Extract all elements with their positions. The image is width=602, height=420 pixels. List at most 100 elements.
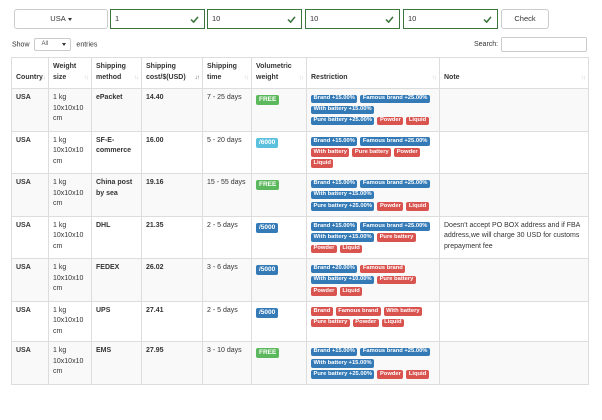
time-cell: 3 - 6 days	[202, 258, 252, 302]
sort-icon: ↑↓	[40, 73, 46, 81]
country-cell: USA	[11, 300, 49, 343]
restriction-cell: Brand +15.00% Famous brand +25.00% With …	[306, 215, 440, 260]
volumetric-badge: /5000	[256, 222, 279, 233]
method-cell: FEDEX	[91, 258, 142, 302]
search-label: Search:	[474, 41, 499, 48]
cost-cell: 19.16	[141, 173, 203, 217]
volumetric-cell: /5000	[251, 215, 307, 260]
volumetric-cell: FREE	[251, 88, 307, 132]
note-cell	[439, 258, 589, 302]
entries-select-value: All	[41, 41, 49, 47]
cost-cell: 27.95	[141, 341, 203, 385]
weight-cell: 1 kg 10x10x10 cm	[48, 300, 92, 343]
time-cell: 15 - 55 days	[202, 173, 252, 217]
column-header-label: Shipping method	[96, 63, 126, 81]
restriction-badge: Powder	[377, 116, 404, 126]
volumetric-badge: FREE	[256, 180, 280, 191]
sort-icon: ↓↑	[194, 73, 200, 81]
restriction-badge: Pure battery	[311, 318, 350, 327]
note-cell	[439, 88, 589, 132]
country-cell: USA	[11, 341, 49, 385]
restriction-badge: Liquid	[311, 159, 334, 168]
length-input[interactable]: 10	[207, 9, 302, 29]
header-row: Country ↑↓ Weight size ↑↓ Shipping method ↑↓ S…	[11, 57, 589, 89]
restriction-cell: Brand +15.00% Famous brand +25.00% With …	[306, 88, 440, 132]
weight-cell: 1 kg 10x10x10 cm	[48, 130, 92, 175]
sort-icon: ↑↓	[83, 73, 89, 81]
country-cell: USA	[11, 130, 49, 175]
table-row: USA 1 kg 10x10x10 cm China post by sea 19.1…	[11, 173, 589, 217]
restriction-cell: Brand +20.00% Famous brand With battery …	[306, 258, 440, 302]
column-header[interactable]: Shipping cost/$(USD) ↓↑	[141, 57, 203, 89]
restriction-badge: With battery +10.00%	[311, 275, 375, 285]
volumetric-cell: /6000	[251, 130, 307, 175]
table-row: USA 1 kg 10x10x10 cm ePacket 14.40 7 - 25 da…	[11, 88, 589, 132]
column-header[interactable]: Country ↑↓	[11, 57, 49, 89]
restriction-badge: Powder	[311, 287, 337, 296]
country-cell: USA	[11, 88, 49, 132]
restriction-badge: Pure battery +25.00%	[311, 202, 375, 211]
column-header[interactable]: Restriction ↑↓	[306, 57, 440, 89]
table-body: USA 1 kg 10x10x10 cm ePacket 14.40 7 - 25 da…	[11, 88, 589, 385]
show-label: Show	[12, 41, 30, 49]
restriction-badge: Powder	[352, 318, 379, 327]
column-header[interactable]: Volumetric weight ↑↓	[251, 57, 307, 89]
column-header-label: Country	[16, 73, 43, 81]
restriction-badge: Powder	[394, 148, 421, 157]
height-value: 10	[408, 14, 417, 23]
weight-input[interactable]: 1	[110, 9, 205, 29]
sort-icon: ↑↓	[243, 73, 249, 81]
column-header-label: Weight size	[53, 63, 77, 81]
restriction-badge: Famous brand +25.00%	[360, 179, 430, 189]
method-cell: DHL	[91, 215, 142, 260]
caret-down-icon	[67, 17, 72, 21]
table-row: USA 1 kg 10x10x10 cm UPS 27.41 2 - 5 days/50…	[11, 300, 589, 343]
entries-select[interactable]: All	[34, 38, 72, 51]
restriction-badge: With battery +15.00%	[311, 190, 375, 200]
cost-cell: 21.35	[141, 215, 203, 260]
volumetric-cell: FREE	[251, 173, 307, 217]
check-icon	[287, 16, 296, 23]
width-input[interactable]: 10	[305, 9, 400, 29]
restriction-badge: Liquid	[339, 244, 363, 254]
height-input[interactable]: 10	[403, 9, 498, 29]
restriction-badge: Brand +20.00%	[311, 264, 358, 274]
restriction-badge: Brand +15.00%	[311, 94, 358, 103]
method-cell: China post by sea	[91, 173, 142, 217]
column-header-label: Shipping time	[207, 63, 237, 81]
search-control: Search:	[474, 37, 587, 52]
column-header[interactable]: Shipping method ↑↓	[91, 57, 142, 89]
check-icon	[190, 16, 199, 23]
volumetric-cell: FREE	[251, 341, 307, 385]
column-header[interactable]: Shipping time ↑↓	[202, 57, 252, 89]
weight-value: 1	[115, 14, 120, 23]
column-header-label: Shipping cost/$(USD)	[146, 63, 186, 81]
country-cell: USA	[11, 258, 49, 302]
volumetric-cell: /5000	[251, 300, 307, 343]
weight-cell: 1 kg 10x10x10 cm	[48, 88, 92, 132]
table-row: USA 1 kg 10x10x10 cm EMS 27.95 3 - 10 days FR…	[11, 341, 589, 385]
note-cell: Doesn't accept PO BOX address and if FBA…	[439, 215, 589, 260]
column-header[interactable]: Note ↑↓	[439, 57, 589, 89]
country-dropdown[interactable]: USA	[14, 9, 108, 29]
restriction-badge: With battery +15.00%	[311, 233, 375, 242]
method-cell: EMS	[91, 341, 142, 385]
restriction-badge: Famous brand +25.00%	[360, 137, 430, 146]
sort-icon: ↑↓	[133, 73, 139, 81]
restriction-badge: Liquid	[339, 287, 363, 296]
method-cell: SF-E-commerce	[91, 130, 142, 175]
shipping-table: Country ↑↓ Weight size ↑↓ Shipping method ↑↓ S…	[11, 57, 589, 385]
search-input[interactable]	[501, 37, 587, 52]
weight-cell: 1 kg 10x10x10 cm	[48, 173, 92, 217]
country-value: USA	[50, 14, 66, 23]
check-button[interactable]: Check	[501, 9, 549, 29]
sort-icon: ↑↓	[580, 73, 586, 81]
restriction-badge: Pure battery +25.00%	[311, 370, 375, 379]
method-cell: UPS	[91, 300, 142, 343]
table-row: USA 1 kg 10x10x10 cm FEDEX 26.02 3 - 6 days /…	[11, 258, 589, 302]
column-header[interactable]: Weight size ↑↓	[48, 57, 92, 89]
column-header-label: Volumetric weight	[256, 63, 292, 81]
restriction-badge: With battery	[311, 148, 350, 157]
time-cell: 3 - 10 days	[202, 341, 252, 385]
cost-cell: 26.02	[141, 258, 203, 302]
